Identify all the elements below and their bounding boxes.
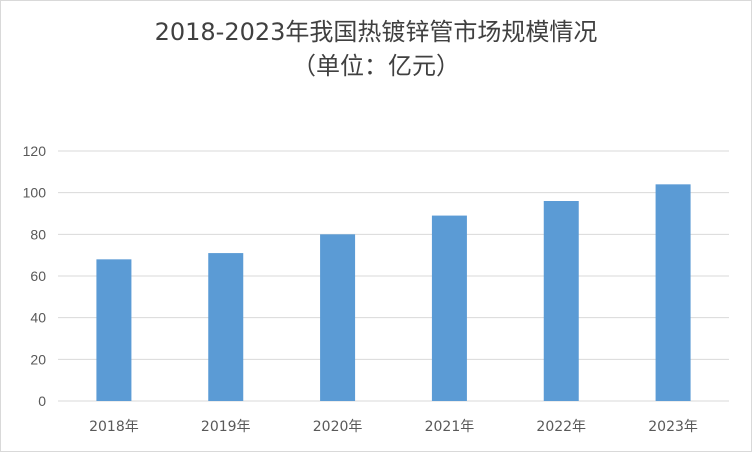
bar-2021年 — [431, 215, 467, 401]
y-tick-label: 20 — [30, 351, 46, 367]
x-tick-label: 2021年 — [425, 419, 475, 435]
bar-2022年 — [543, 201, 579, 401]
y-tick-label: 120 — [23, 143, 47, 159]
bar-2019年 — [208, 253, 244, 401]
x-tick-label: 2023年 — [648, 419, 698, 435]
y-tick-label: 0 — [38, 393, 46, 409]
chart-subtitle: （单位：亿元） — [292, 52, 460, 80]
y-tick-label: 40 — [30, 310, 46, 326]
x-tick-label: 2018年 — [89, 419, 139, 435]
y-tick-label: 60 — [30, 268, 46, 284]
bar-2020年 — [320, 234, 356, 401]
x-tick-label: 2019年 — [201, 419, 251, 435]
y-tick-label: 100 — [23, 185, 47, 201]
x-tick-label: 2022年 — [536, 419, 586, 435]
bar-2023年 — [655, 184, 691, 401]
x-tick-label: 2020年 — [313, 419, 363, 435]
y-tick-label: 80 — [30, 226, 46, 242]
bar-2018年 — [96, 259, 132, 401]
chart-title: 2018-2023年我国热镀锌管市场规模情况 — [154, 18, 598, 46]
